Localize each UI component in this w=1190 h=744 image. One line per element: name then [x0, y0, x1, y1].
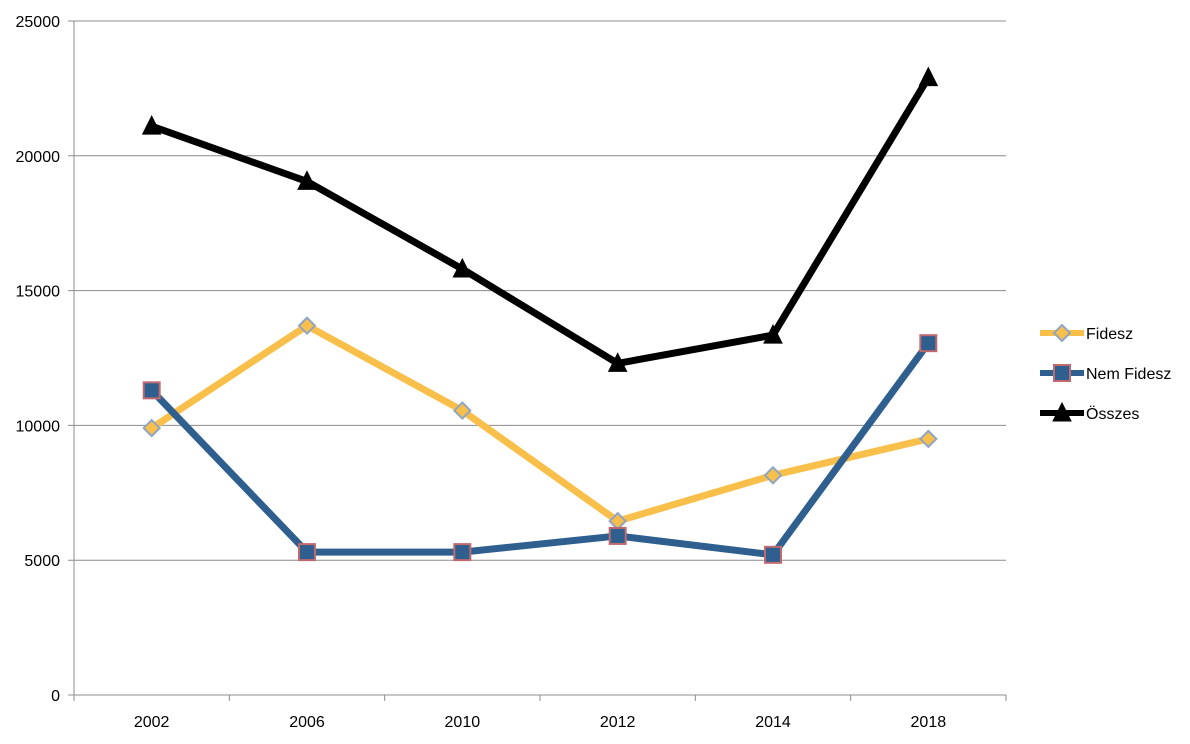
data-point	[141, 115, 162, 135]
legend-entry: Összes	[1040, 401, 1139, 423]
legend: Fidesz Nem Fidesz Összes	[1040, 323, 1171, 423]
y-tick-label: 5000	[24, 553, 60, 570]
x-tick-label: 2002	[134, 714, 170, 731]
data-point	[297, 316, 317, 336]
y-tick-label: 0	[51, 688, 60, 705]
y-tick-label: 20000	[16, 149, 61, 166]
series-osszes	[141, 66, 939, 372]
x-tick-label: 2014	[755, 714, 791, 731]
data-point	[919, 334, 938, 353]
data-point	[763, 465, 783, 485]
series-fidesz	[142, 316, 938, 531]
x-tick-label: 2018	[911, 714, 947, 731]
legend-entry: Nem Fidesz	[1040, 364, 1171, 383]
series-group	[141, 66, 939, 564]
legend-swatch-marker	[1052, 323, 1072, 343]
axes	[73, 21, 1007, 701]
data-point	[298, 543, 316, 562]
data-point	[764, 545, 782, 564]
data-point	[453, 543, 472, 562]
legend-label: Nem Fidesz	[1086, 366, 1171, 383]
series-line	[148, 322, 932, 525]
data-point	[452, 257, 473, 278]
data-point	[142, 381, 161, 400]
x-tick-labels: 2002 2006 2010 2012 2014 2018	[134, 714, 946, 731]
data-point	[297, 170, 317, 190]
x-tick-label: 2010	[445, 714, 481, 731]
legend-swatch-marker	[1053, 364, 1071, 382]
data-point	[608, 526, 627, 545]
x-tick-label: 2006	[289, 714, 325, 731]
y-tick-label: 10000	[16, 418, 61, 435]
legend-swatch-marker	[1052, 401, 1072, 422]
data-point	[918, 429, 938, 449]
y-tick-label: 25000	[16, 14, 61, 31]
legend-label: Összes	[1086, 405, 1139, 423]
data-point	[452, 401, 472, 420]
legend-entry: Fidesz	[1040, 323, 1133, 343]
x-tick-label: 2012	[600, 714, 636, 731]
gridlines	[68, 20, 1006, 696]
data-point	[142, 418, 162, 438]
data-point	[918, 66, 939, 87]
series-line	[148, 74, 932, 367]
y-tick-label: 15000	[16, 284, 61, 301]
data-point	[607, 352, 628, 372]
legend-label: Fidesz	[1086, 326, 1133, 343]
series-nem-fidesz	[142, 334, 938, 564]
data-point	[763, 323, 783, 344]
series-line	[148, 339, 932, 559]
y-tick-labels: 0 5000 10000 15000 20000 25000	[16, 14, 61, 705]
